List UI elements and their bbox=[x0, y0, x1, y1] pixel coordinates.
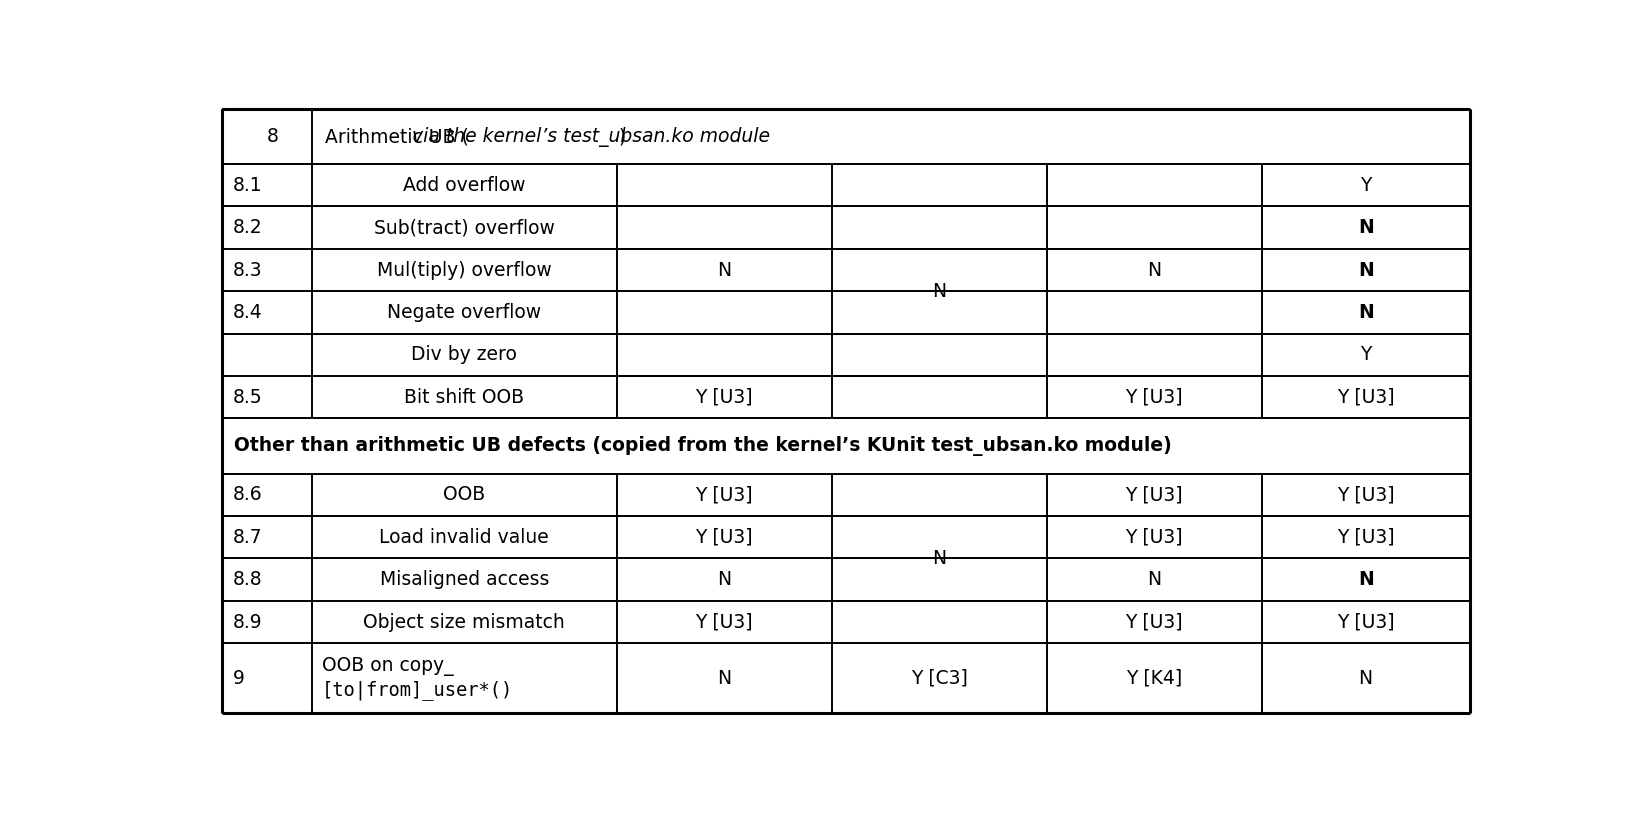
Text: N: N bbox=[1358, 570, 1373, 589]
Text: 8.2: 8.2 bbox=[233, 218, 262, 237]
Text: 8.8: 8.8 bbox=[233, 570, 262, 589]
Text: Y [U3]: Y [U3] bbox=[1125, 612, 1183, 632]
Text: N: N bbox=[1358, 218, 1373, 237]
Text: 8.5: 8.5 bbox=[233, 387, 262, 407]
Text: N: N bbox=[718, 570, 731, 589]
Text: N: N bbox=[718, 668, 731, 688]
Text: Misaligned access: Misaligned access bbox=[380, 570, 549, 589]
Text: N: N bbox=[1147, 570, 1162, 589]
Text: Arithmetic UB (: Arithmetic UB ( bbox=[325, 127, 469, 146]
Text: Y [C3]: Y [C3] bbox=[911, 668, 967, 688]
Text: Object size mismatch: Object size mismatch bbox=[363, 612, 566, 632]
Text: Y: Y bbox=[1360, 176, 1371, 195]
Text: Y [K4]: Y [K4] bbox=[1125, 668, 1183, 688]
Text: 8.9: 8.9 bbox=[233, 612, 262, 632]
Text: N: N bbox=[718, 260, 731, 279]
Text: Div by zero: Div by zero bbox=[411, 345, 516, 365]
Text: Y [U3]: Y [U3] bbox=[695, 485, 752, 505]
Text: Mul(tiply) overflow: Mul(tiply) overflow bbox=[376, 260, 551, 279]
Text: N: N bbox=[1358, 303, 1373, 322]
Text: Y [U3]: Y [U3] bbox=[1125, 387, 1183, 407]
Text: 8.3: 8.3 bbox=[233, 260, 262, 279]
Text: OOB: OOB bbox=[444, 485, 485, 505]
Text: 8.7: 8.7 bbox=[233, 527, 262, 547]
Text: Y [U3]: Y [U3] bbox=[1125, 485, 1183, 505]
Text: Y [U3]: Y [U3] bbox=[1336, 612, 1394, 632]
Text: Y [U3]: Y [U3] bbox=[1336, 387, 1394, 407]
Text: Y [U3]: Y [U3] bbox=[695, 387, 752, 407]
Text: Y [U3]: Y [U3] bbox=[1336, 485, 1394, 505]
Text: Other than arithmetic UB defects (copied from the kernel’s KUnit test_ubsan.ko m: Other than arithmetic UB defects (copied… bbox=[234, 436, 1172, 456]
Text: 8.6: 8.6 bbox=[233, 485, 262, 505]
Text: N: N bbox=[1147, 260, 1162, 279]
Text: Y [U3]: Y [U3] bbox=[695, 612, 752, 632]
Text: N: N bbox=[932, 549, 947, 568]
Text: 8: 8 bbox=[267, 127, 279, 146]
Text: 9: 9 bbox=[233, 668, 244, 688]
Text: Y [U3]: Y [U3] bbox=[695, 527, 752, 547]
Text: 8.4: 8.4 bbox=[233, 303, 262, 322]
Text: Y [U3]: Y [U3] bbox=[1125, 527, 1183, 547]
Text: Add overflow: Add overflow bbox=[403, 176, 525, 195]
Text: OOB on copy_: OOB on copy_ bbox=[322, 657, 454, 676]
Text: 8.1: 8.1 bbox=[233, 176, 262, 195]
Text: Y [U3]: Y [U3] bbox=[1336, 527, 1394, 547]
Text: [to|from]_user*(): [to|from]_user*() bbox=[322, 681, 513, 700]
Text: Load invalid value: Load invalid value bbox=[380, 527, 549, 547]
Text: Sub(tract) overflow: Sub(tract) overflow bbox=[375, 218, 554, 237]
Text: N: N bbox=[1358, 668, 1373, 688]
Text: Bit shift OOB: Bit shift OOB bbox=[404, 387, 525, 407]
Text: N: N bbox=[932, 282, 947, 301]
Text: Negate overflow: Negate overflow bbox=[388, 303, 541, 322]
Text: Y: Y bbox=[1360, 345, 1371, 365]
Text: via the kernel’s test_ubsan.ko module: via the kernel’s test_ubsan.ko module bbox=[412, 126, 769, 147]
Text: ): ) bbox=[619, 127, 625, 146]
Text: N: N bbox=[1358, 260, 1373, 279]
